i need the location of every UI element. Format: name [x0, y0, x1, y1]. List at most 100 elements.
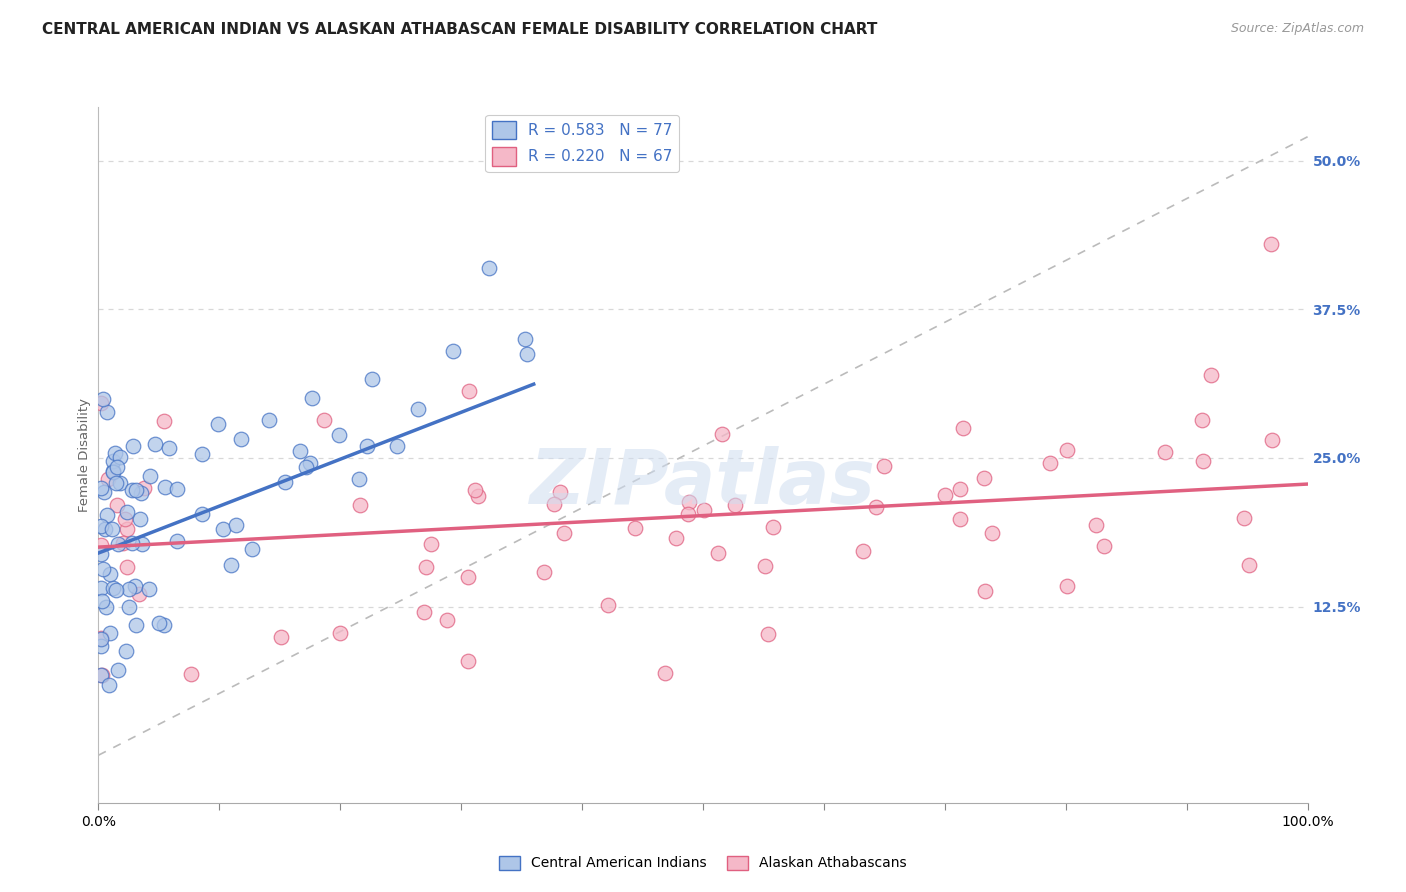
Point	[98, 626, 121, 640]
Point	[219, 558, 242, 572]
Point	[118, 599, 141, 614]
Point	[865, 500, 887, 515]
Point	[467, 489, 489, 503]
Point	[114, 644, 136, 658]
Point	[949, 512, 972, 526]
Point	[129, 486, 152, 500]
Point	[419, 537, 441, 551]
Point	[125, 483, 148, 497]
Point	[138, 469, 160, 483]
Point	[949, 482, 972, 496]
Legend: Central American Indians, Alaskan Athabascans: Central American Indians, Alaskan Athaba…	[494, 850, 912, 876]
Point	[90, 632, 112, 646]
Point	[191, 447, 214, 461]
Point	[211, 522, 233, 536]
Point	[516, 347, 538, 361]
Point	[295, 460, 318, 475]
Point	[441, 343, 464, 358]
Point	[115, 522, 138, 536]
Point	[90, 481, 112, 495]
Point	[678, 494, 700, 508]
Point	[543, 497, 565, 511]
Point	[298, 456, 321, 470]
Point	[124, 579, 146, 593]
Point	[153, 480, 176, 494]
Point	[94, 522, 117, 536]
Point	[415, 560, 437, 574]
Point	[724, 498, 747, 512]
Point	[349, 499, 371, 513]
Point	[90, 547, 112, 561]
Point	[1154, 445, 1177, 459]
Point	[711, 426, 734, 441]
Point	[166, 533, 188, 548]
Point	[107, 664, 129, 678]
Point	[270, 630, 292, 644]
Point	[90, 632, 112, 646]
Point	[180, 666, 202, 681]
Point	[754, 558, 776, 573]
Point	[678, 507, 700, 521]
Point	[1237, 558, 1260, 573]
Point	[707, 546, 730, 560]
Point	[257, 413, 280, 427]
Point	[756, 626, 779, 640]
Point	[692, 502, 714, 516]
Point	[952, 421, 974, 435]
Point	[152, 618, 174, 632]
Point	[105, 583, 128, 598]
Point	[128, 587, 150, 601]
Point	[91, 562, 114, 576]
Point	[356, 439, 378, 453]
Point	[408, 401, 430, 416]
Point	[90, 538, 112, 552]
Point	[385, 439, 408, 453]
Point	[762, 519, 785, 533]
Point	[464, 483, 486, 497]
Point	[1092, 539, 1115, 553]
Point	[104, 446, 127, 460]
Point	[457, 654, 479, 668]
Point	[533, 566, 555, 580]
Point	[90, 396, 112, 410]
Point	[96, 508, 118, 523]
Point	[143, 437, 166, 451]
Point	[90, 581, 112, 595]
Point	[104, 475, 127, 490]
Point	[132, 481, 155, 495]
Point	[553, 525, 575, 540]
Point	[107, 536, 129, 550]
Point	[980, 526, 1002, 541]
Point	[101, 522, 124, 536]
Point	[1191, 412, 1213, 426]
Point	[103, 466, 125, 480]
Point	[1056, 442, 1078, 457]
Point	[852, 544, 875, 558]
Point	[115, 560, 138, 574]
Point	[231, 433, 253, 447]
Point	[118, 582, 141, 596]
Point	[361, 372, 384, 386]
Point	[290, 444, 312, 458]
Point	[548, 485, 571, 500]
Text: CENTRAL AMERICAN INDIAN VS ALASKAN ATHABASCAN FEMALE DISABILITY CORRELATION CHAR: CENTRAL AMERICAN INDIAN VS ALASKAN ATHAB…	[42, 22, 877, 37]
Point	[436, 613, 458, 627]
Point	[114, 512, 136, 526]
Point	[314, 413, 336, 427]
Point	[458, 384, 481, 399]
Point	[98, 677, 121, 691]
Point	[90, 667, 112, 681]
Point	[138, 582, 160, 596]
Point	[121, 536, 143, 550]
Point	[105, 498, 128, 512]
Point	[1260, 236, 1282, 251]
Point	[166, 482, 188, 496]
Point	[128, 512, 150, 526]
Text: ZIPatlas: ZIPatlas	[530, 446, 876, 520]
Point	[105, 459, 128, 474]
Point	[1084, 518, 1107, 533]
Text: Source: ZipAtlas.com: Source: ZipAtlas.com	[1230, 22, 1364, 36]
Point	[329, 626, 352, 640]
Point	[90, 594, 112, 608]
Point	[97, 472, 120, 486]
